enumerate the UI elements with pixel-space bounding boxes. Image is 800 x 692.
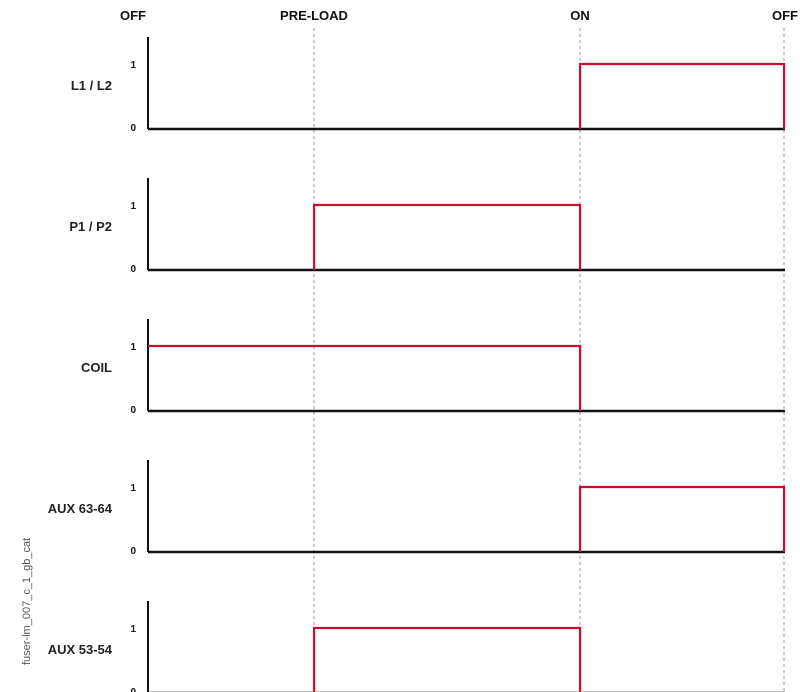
row-label: AUX 53-54	[48, 642, 113, 657]
signal-row: 1 0 L1 / L2	[71, 37, 786, 134]
state-guide-lines	[313, 28, 785, 692]
state-label: OFF	[120, 8, 146, 23]
row-label: P1 / P2	[69, 219, 112, 234]
signal-row: 1 0 COIL	[81, 319, 785, 416]
level-low-label: 0	[130, 546, 136, 557]
level-high-label: 1	[130, 342, 136, 353]
signal-pulse	[312, 626, 582, 692]
level-low-label: 0	[130, 123, 136, 134]
state-label: PRE-LOAD	[280, 8, 348, 23]
row-label: L1 / L2	[71, 78, 112, 93]
signal-pulse	[312, 203, 582, 270]
state-label: ON	[570, 8, 590, 23]
level-low-label: 0	[130, 264, 136, 275]
level-high-label: 1	[130, 201, 136, 212]
signal-row: 1 0 AUX 53-54	[48, 601, 785, 692]
signal-rows: 1 0 L1 / L2 1 0 P1 / P2 1 0 COIL 1 0 AUX 63-64 1 0 AUX…	[48, 37, 786, 692]
signal-pulse	[148, 344, 582, 411]
level-low-label: 0	[130, 405, 136, 416]
signal-pulse	[578, 62, 786, 129]
level-high-label: 1	[130, 60, 136, 71]
row-label: COIL	[81, 360, 112, 375]
signal-row: 1 0 P1 / P2	[69, 178, 785, 275]
level-low-label: 0	[130, 687, 136, 692]
row-label: AUX 63-64	[48, 501, 113, 516]
figure-code: fuser-lm_007_c_1_gb_cat	[21, 538, 33, 665]
level-high-label: 1	[130, 483, 136, 494]
state-label: OFF	[772, 8, 798, 23]
state-labels: OFF PRE-LOAD ON OFF	[120, 8, 798, 23]
level-high-label: 1	[130, 624, 136, 635]
signal-row: 1 0 AUX 63-64	[48, 460, 786, 557]
signal-pulse	[578, 485, 786, 552]
